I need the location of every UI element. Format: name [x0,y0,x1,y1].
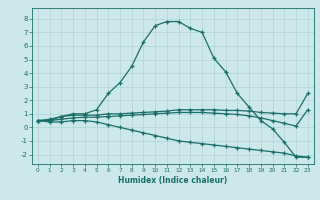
X-axis label: Humidex (Indice chaleur): Humidex (Indice chaleur) [118,176,228,185]
